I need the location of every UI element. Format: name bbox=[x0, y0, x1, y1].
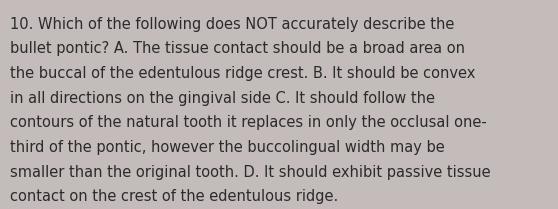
Text: smaller than the original tooth. D. It should exhibit passive tissue: smaller than the original tooth. D. It s… bbox=[10, 165, 490, 180]
Text: third of the pontic, however the buccolingual width may be: third of the pontic, however the buccoli… bbox=[10, 140, 445, 155]
Text: 10. Which of the following does NOT accurately describe the: 10. Which of the following does NOT accu… bbox=[10, 17, 454, 32]
Text: the buccal of the edentulous ridge crest. B. It should be convex: the buccal of the edentulous ridge crest… bbox=[10, 66, 475, 81]
Text: bullet pontic? A. The tissue contact should be a broad area on: bullet pontic? A. The tissue contact sho… bbox=[10, 41, 465, 56]
Text: in all directions on the gingival side C. It should follow the: in all directions on the gingival side C… bbox=[10, 91, 435, 106]
Text: contours of the natural tooth it replaces in only the occlusal one-: contours of the natural tooth it replace… bbox=[10, 115, 487, 130]
Text: contact on the crest of the edentulous ridge.: contact on the crest of the edentulous r… bbox=[10, 189, 338, 204]
